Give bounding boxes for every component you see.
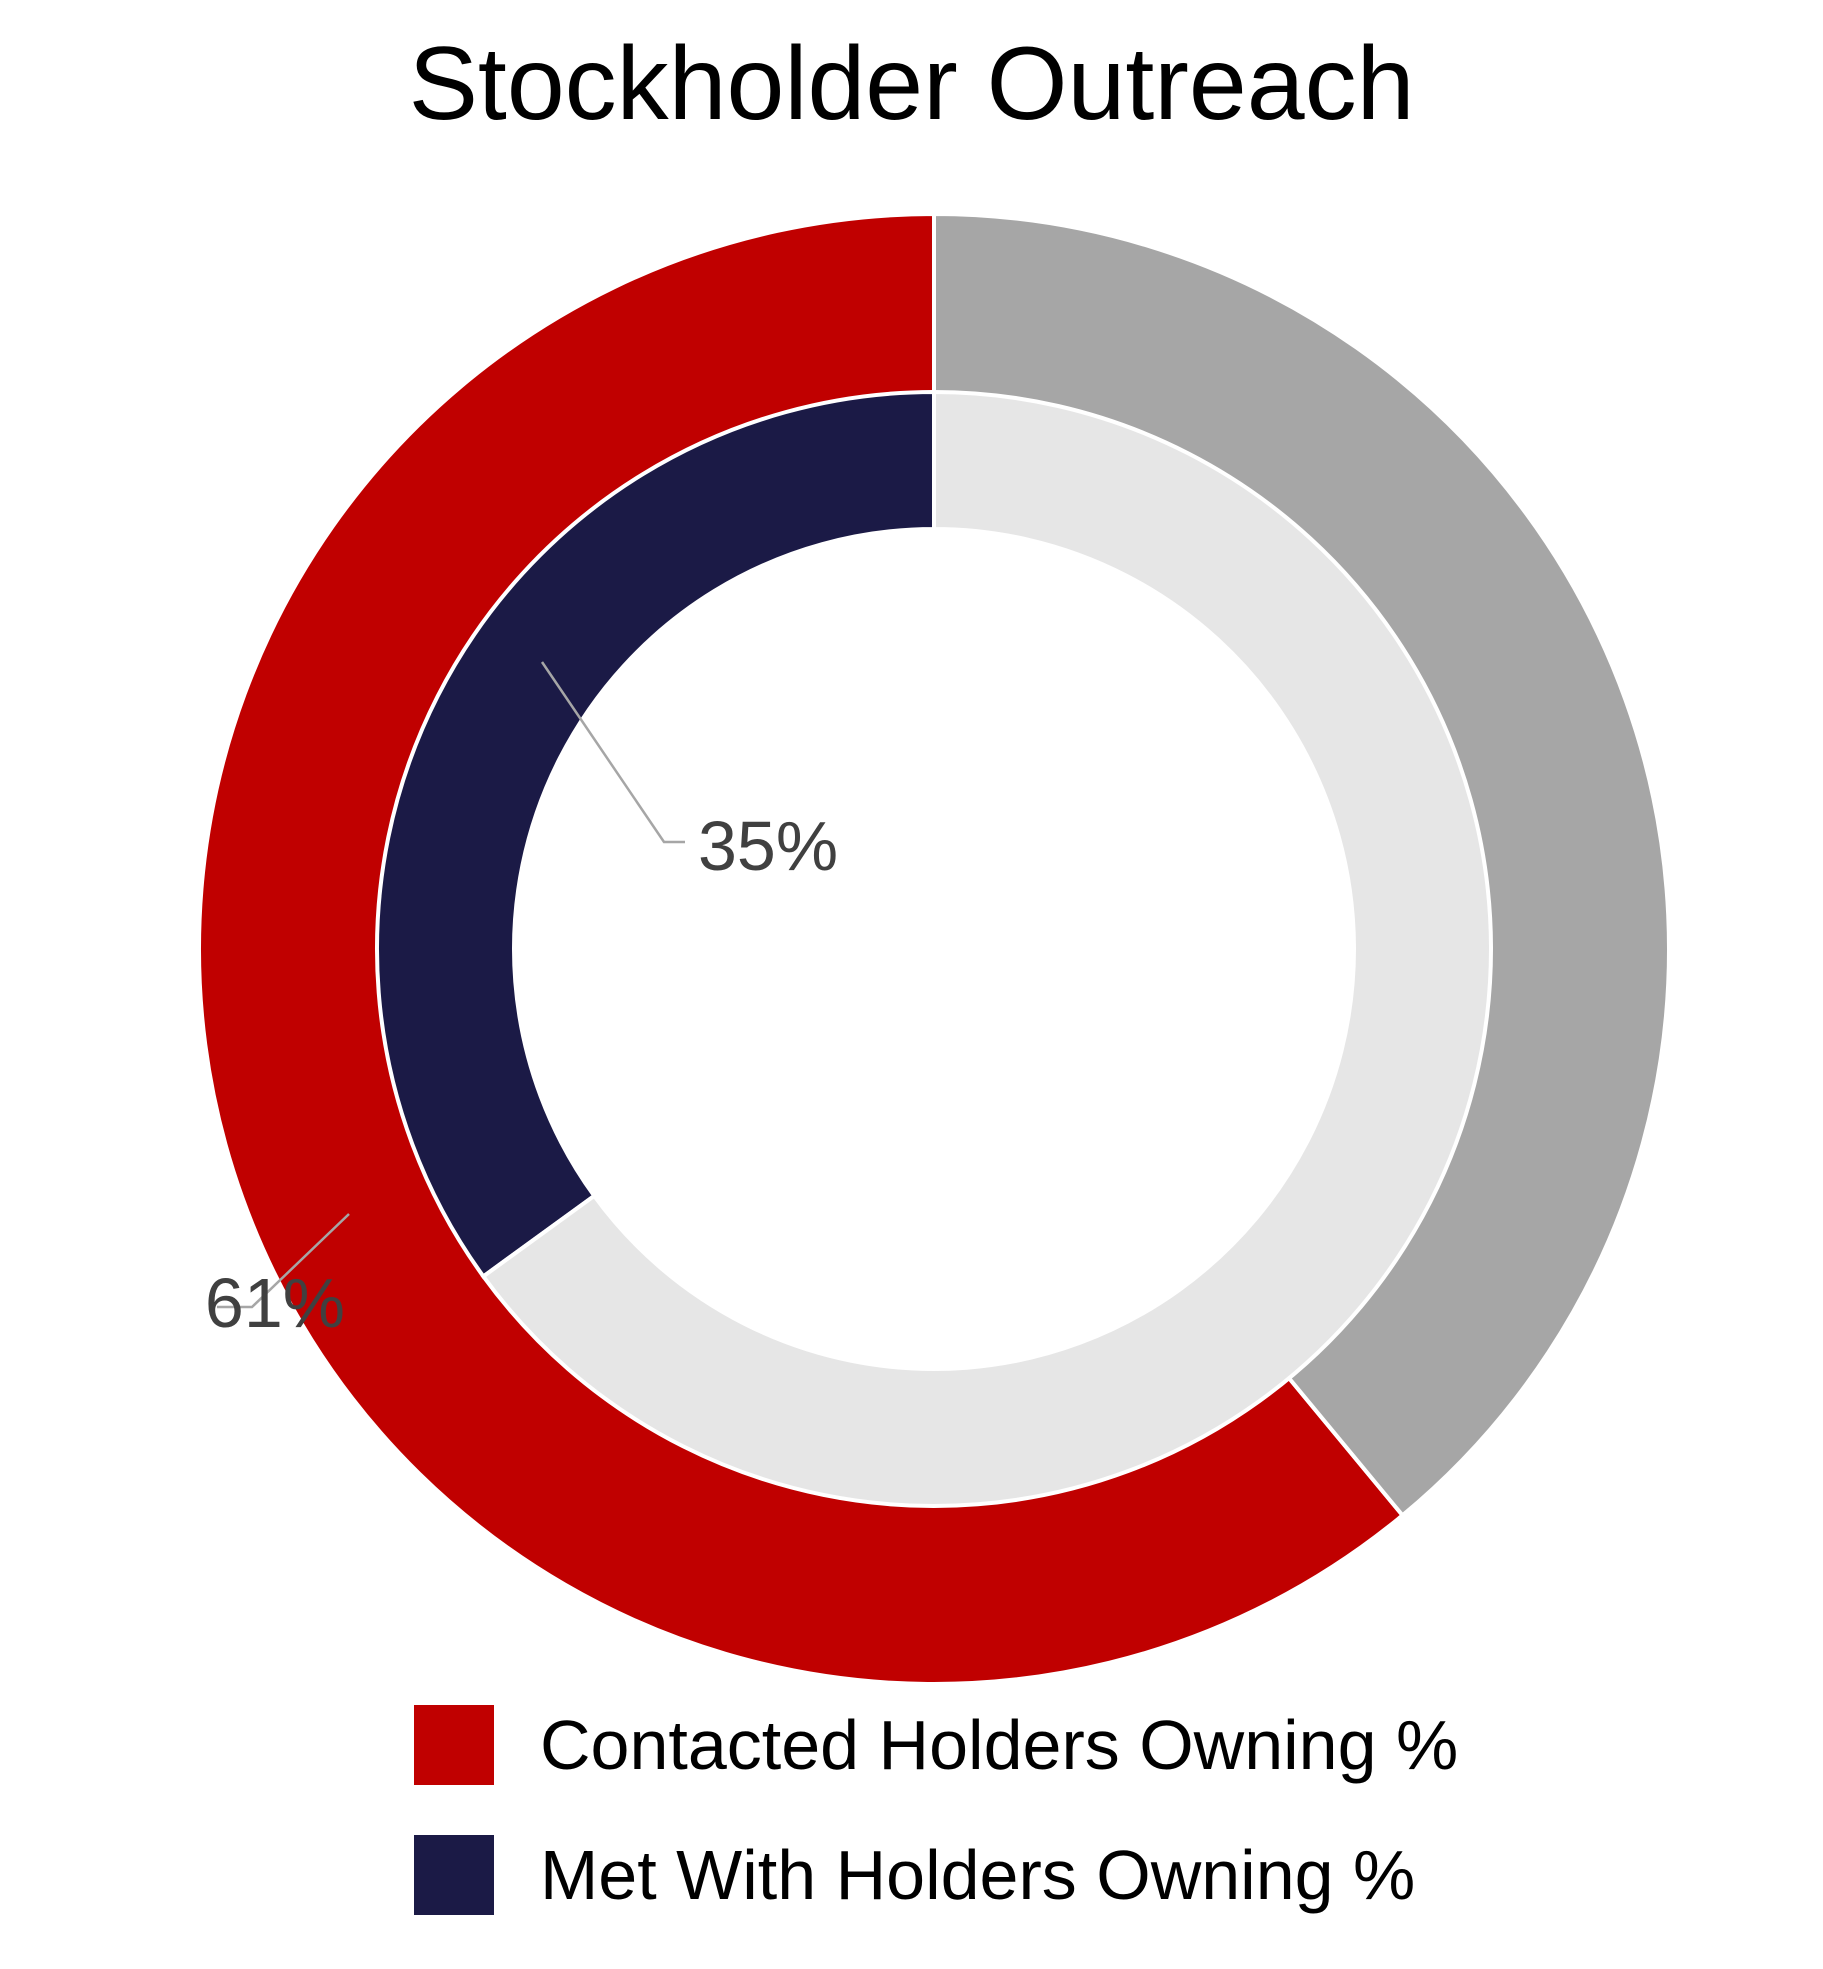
legend: Contacted Holders Owning % Met With Hold… [414,1700,1458,1960]
slice-met-with-value [374,389,936,1280]
slice-met-with-remainder [480,389,1493,1508]
data-label-contacted: 61% [205,1264,345,1342]
legend-label-contacted: Contacted Holders Owning % [540,1706,1459,1784]
chart-title: Stockholder Outreach [408,26,1415,142]
legend-label-met-with: Met With Holders Owning % [540,1836,1416,1914]
legend-swatch-met-with [414,1835,494,1915]
legend-item-met-with: Met With Holders Owning % [414,1830,1458,1920]
leader-line-met-with [540,661,685,844]
legend-swatch-contacted [414,1705,494,1785]
data-label-met-with: 35% [698,807,838,885]
legend-item-contacted: Contacted Holders Owning % [414,1700,1458,1790]
leader-line-contacted [217,1213,350,1309]
